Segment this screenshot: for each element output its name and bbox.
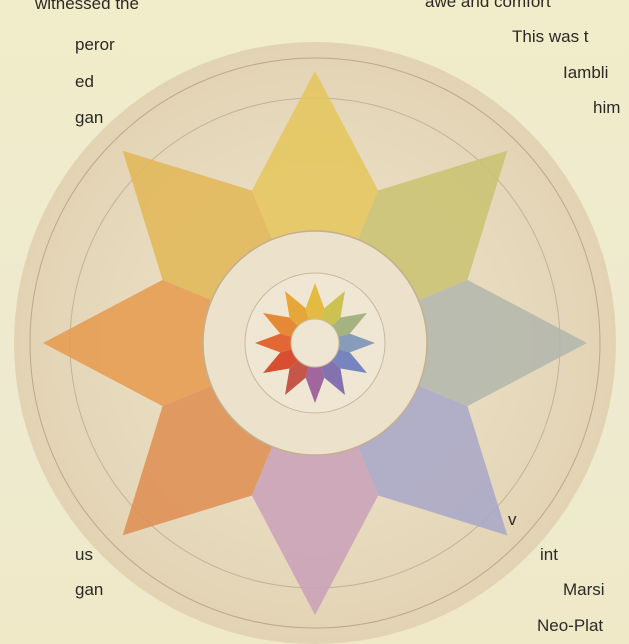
text-line: awe and comfort [425, 0, 551, 12]
text-line: v [508, 510, 517, 530]
center [291, 319, 339, 367]
text-line: ed [75, 72, 94, 92]
text-line: witnessed the [35, 0, 139, 14]
text-line: him [593, 98, 620, 118]
text-line: int [540, 545, 558, 565]
text-line: Iambli [563, 63, 608, 83]
text-line: Neo-Plat [537, 616, 603, 636]
page: witnessed the peror ed gan us gan awe an… [0, 0, 629, 644]
text-line: gan [75, 108, 103, 128]
text-line: Marsi [563, 580, 605, 600]
text-line: gan [75, 580, 103, 600]
text-line: This was t [512, 27, 589, 47]
text-line: peror [75, 35, 115, 55]
text-line: us [75, 545, 93, 565]
zodiac-illustration [0, 0, 629, 644]
